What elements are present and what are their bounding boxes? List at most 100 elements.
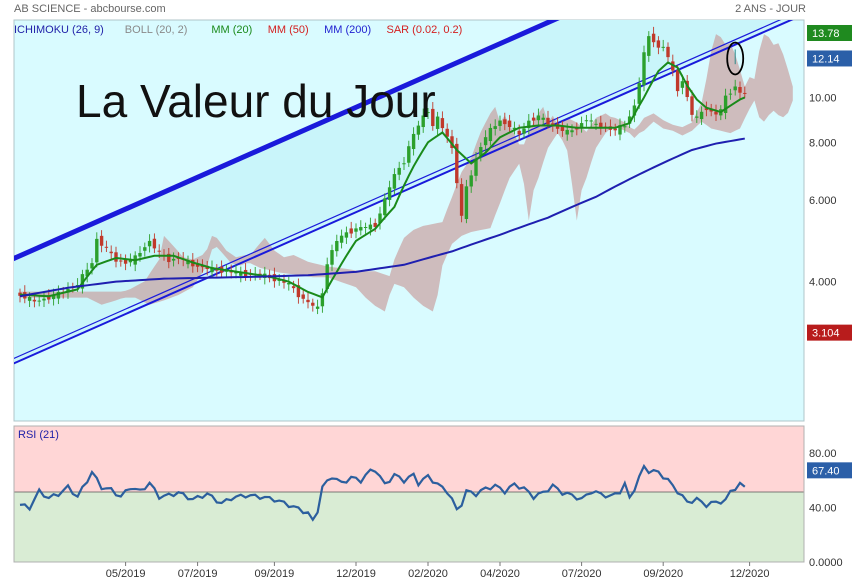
candle: [306, 292, 310, 309]
candle: [704, 101, 709, 117]
mm200-line: [19, 137, 745, 298]
candle: [37, 295, 41, 307]
date-tick-label: 07/2019: [178, 568, 218, 580]
candle: [714, 104, 718, 122]
value-badge: 67.40: [807, 462, 852, 479]
candle: [690, 90, 694, 122]
candle: [109, 245, 113, 260]
candle: [186, 255, 190, 269]
candle: [661, 39, 665, 52]
candle: [119, 253, 123, 267]
candle: [469, 170, 473, 193]
legend-entry: MM (200): [324, 24, 371, 36]
candle: [503, 112, 507, 131]
candle: [354, 223, 358, 239]
price-tick-label: 4.000: [809, 277, 837, 289]
candle: [743, 86, 747, 98]
date-tick-label: 05/2019: [106, 568, 146, 580]
candle: [560, 121, 565, 137]
date-tick-label: 04/2020: [480, 568, 520, 580]
candle: [512, 121, 517, 135]
candle: [402, 156, 406, 170]
candle: [123, 254, 128, 271]
candle: [296, 278, 301, 304]
candle: [42, 292, 46, 307]
candle: [363, 222, 368, 234]
date-tick-label: 09/2020: [643, 568, 683, 580]
candle: [656, 36, 661, 55]
indicator-legend: ICHIMOKU (26, 9) BOLL (20, 2) MM (20) MM (5…: [14, 24, 462, 36]
candle: [450, 129, 454, 154]
date-tick-label: 07/2020: [562, 568, 602, 580]
value-badge-text: 13.78: [812, 28, 840, 40]
price-tick-label: 10.00: [809, 92, 837, 104]
value-badge: 3.104: [807, 324, 852, 341]
candle: [435, 111, 440, 136]
chart-period-label: 2 ANS - JOUR: [735, 3, 806, 15]
candle: [637, 77, 641, 109]
candle: [589, 113, 593, 128]
legend-entry: SAR (0.02, 0.2): [387, 24, 463, 36]
candle: [613, 123, 617, 136]
candle: [541, 113, 545, 127]
candle: [527, 114, 531, 135]
candle: [99, 230, 104, 253]
candle: [152, 233, 157, 254]
candle: [464, 179, 469, 224]
candle: [483, 130, 488, 152]
legend-entry: ICHIMOKU (26, 9): [14, 24, 104, 36]
mm20-line: [19, 61, 746, 299]
value-badges: 13.78 12.14 3.104 67.40: [807, 24, 852, 479]
legend-entry: MM (20): [211, 24, 252, 36]
candle: [104, 240, 109, 253]
candle: [411, 127, 416, 156]
candle: [349, 221, 353, 238]
rsi-title: RSI (21): [18, 429, 59, 441]
candle: [618, 118, 622, 141]
candle: [474, 152, 478, 182]
price-tick-label: 6.000: [809, 195, 837, 207]
candle: [627, 110, 632, 129]
candle: [651, 26, 656, 48]
rsi-plot-area: [19, 463, 746, 522]
candle: [239, 266, 243, 283]
legend-entry: MM (50): [268, 24, 309, 36]
candle: [95, 232, 99, 268]
rsi-line: [19, 463, 746, 522]
value-badge-text: 67.40: [812, 465, 840, 477]
price-tick-label: 8.000: [809, 137, 837, 149]
candle: [488, 123, 493, 146]
candle: [51, 288, 56, 306]
candle: [407, 140, 411, 167]
candle: [301, 289, 305, 304]
candle: [642, 45, 646, 92]
candle: [291, 280, 296, 293]
candle: [479, 142, 483, 162]
candle: [575, 122, 579, 136]
candle: [584, 114, 589, 127]
value-badge-text: 12.14: [812, 53, 840, 65]
candle: [421, 108, 425, 133]
candle: [339, 229, 344, 249]
marker-ellipse: [726, 41, 745, 76]
candle: [699, 106, 704, 125]
candle: [666, 42, 670, 64]
candle: [392, 168, 397, 195]
candle: [522, 122, 526, 139]
candle: [416, 120, 421, 140]
rsi-axis: 80.00 40.00 0.0000: [809, 448, 843, 569]
candle: [623, 120, 627, 133]
candle: [397, 161, 401, 181]
candle: [195, 259, 200, 273]
candle: [383, 193, 387, 220]
candle: [536, 108, 541, 126]
candle: [320, 288, 325, 313]
candle: [579, 116, 584, 133]
candle: [738, 81, 742, 100]
candle: [459, 178, 464, 223]
candle: [632, 99, 637, 123]
ichimoku-cloud: [20, 34, 793, 312]
candle: [426, 108, 430, 120]
chart-source-title: AB SCIENCE - abcbourse.com: [14, 3, 166, 15]
